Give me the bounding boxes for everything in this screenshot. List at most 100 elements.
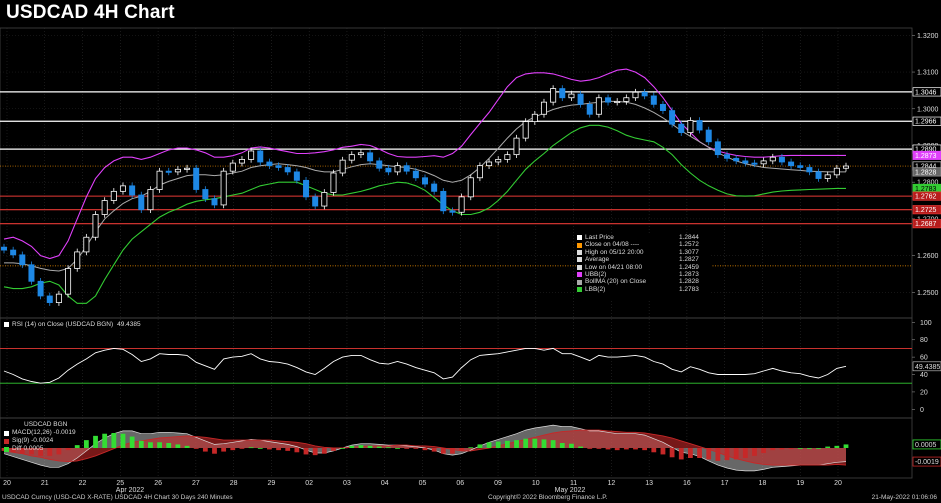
diff-bar xyxy=(175,444,181,448)
diff-bar xyxy=(29,448,34,455)
candle-body xyxy=(184,167,191,170)
candle-body xyxy=(595,97,602,115)
x-tick-label: 18 xyxy=(759,480,767,487)
diff-bar xyxy=(303,448,309,455)
candle-body xyxy=(751,162,758,165)
diff-bar xyxy=(267,448,272,450)
candle-body xyxy=(110,190,117,201)
diff-bar xyxy=(321,448,327,454)
rsi-panel-frame xyxy=(0,317,913,419)
diff-bar xyxy=(340,448,346,449)
candle-body xyxy=(797,165,804,168)
rsi-value-tag xyxy=(912,361,941,372)
candle-body xyxy=(531,113,538,123)
legend-row: Average 1.2827 xyxy=(577,256,711,263)
x-month-label: Apr 2022 xyxy=(116,487,145,494)
x-tick-label: 29 xyxy=(268,480,276,487)
diff-bar xyxy=(605,448,611,450)
price-tag-support xyxy=(912,191,941,201)
legend-label: Close on 04/08 ---- xyxy=(585,241,640,249)
diff-bar xyxy=(10,448,16,453)
candle-body xyxy=(421,177,428,185)
price-tick-label: 1.3000 xyxy=(917,106,939,113)
candle-body xyxy=(449,210,456,213)
candle-body xyxy=(824,174,831,179)
candlesticks xyxy=(0,85,850,306)
candle-body xyxy=(83,236,90,253)
diff-bar xyxy=(193,448,199,449)
price-tag-support xyxy=(912,205,941,215)
diff-bar xyxy=(221,448,227,452)
x-tick-label: 19 xyxy=(796,480,804,487)
candle-body xyxy=(650,95,657,105)
candle-body xyxy=(129,185,136,196)
candle-body xyxy=(714,141,721,156)
horizontal-levels xyxy=(0,91,912,267)
diff-bar xyxy=(358,445,364,448)
x-tick-label: 22 xyxy=(79,480,87,487)
diff-bar xyxy=(733,448,739,460)
legend-label: Last Price xyxy=(585,234,614,241)
candle-body xyxy=(577,93,584,105)
diff-bar xyxy=(459,448,465,451)
diff-bar xyxy=(642,448,648,451)
diff-bar xyxy=(834,445,840,448)
diff-bar xyxy=(697,448,702,458)
candle-body xyxy=(641,91,648,97)
diff-bar xyxy=(678,448,684,460)
macd-panel-frame xyxy=(0,417,913,479)
diff-bar xyxy=(129,436,135,448)
diff-bar xyxy=(212,448,217,454)
rsi-swatch xyxy=(4,322,9,327)
candle-body xyxy=(211,198,218,206)
rsi-tick-label: 100 xyxy=(920,320,932,327)
macd-legend-swatch xyxy=(4,446,9,452)
macd-legend: USDCAD BGN MACD(12,26) -0.0019 Sig(9) -0.… xyxy=(4,421,76,453)
price-tick-label: 1.2500 xyxy=(917,290,939,297)
x-tick-label: 02 xyxy=(305,480,313,487)
x-tick-label: 13 xyxy=(645,480,653,487)
price-tag-text: 1.2828 xyxy=(915,169,937,176)
candle-body xyxy=(669,110,676,125)
diff-bar xyxy=(596,448,602,449)
price-tag-ubb xyxy=(912,150,941,160)
candle-body xyxy=(357,152,364,156)
candle-body xyxy=(586,103,593,115)
candle-body xyxy=(385,167,392,173)
diff-bar xyxy=(825,446,831,448)
price-tick-label: 1.3200 xyxy=(917,33,939,40)
diff-bar xyxy=(486,442,492,448)
diff-bar xyxy=(614,448,620,451)
diff-bar xyxy=(74,445,80,448)
candle-body xyxy=(806,167,813,173)
legend-value: 1.2828 xyxy=(679,278,699,286)
diff-bar xyxy=(56,448,62,455)
x-tick-label: 28 xyxy=(230,480,238,487)
rsi-label: RSI (14) on Close (USDCAD BGN) 49.4385 xyxy=(4,321,141,328)
diff-bar xyxy=(111,433,117,448)
macd-legend-swatch xyxy=(4,438,9,444)
legend-swatch xyxy=(577,272,582,278)
rsi-tick-label: 40 xyxy=(920,372,928,379)
diff-bar xyxy=(102,433,108,448)
x-tick-label: 04 xyxy=(381,480,389,487)
diff-bar xyxy=(623,448,629,450)
price-tag-text: 1.2890 xyxy=(915,147,937,154)
diff-bar xyxy=(138,440,144,448)
candle-body xyxy=(321,192,328,207)
diff-bar xyxy=(587,448,593,449)
candle-body xyxy=(486,161,493,167)
candle-body xyxy=(623,97,630,102)
candle-body xyxy=(55,293,62,303)
candle-body xyxy=(788,161,795,167)
candle-body xyxy=(165,170,172,173)
candle-body xyxy=(92,214,99,238)
candle-body xyxy=(742,160,749,164)
legend-label: Average xyxy=(585,256,610,264)
candle-body xyxy=(37,280,44,297)
legend-value: 1.2783 xyxy=(679,285,699,293)
footer-left: USDCAD Curncy (USD-CAD X-RATE) USDCAD 4H… xyxy=(2,494,233,501)
diff-bar xyxy=(349,445,355,448)
price-tag-ma xyxy=(912,167,941,177)
x-tick-label: 05 xyxy=(419,480,427,487)
